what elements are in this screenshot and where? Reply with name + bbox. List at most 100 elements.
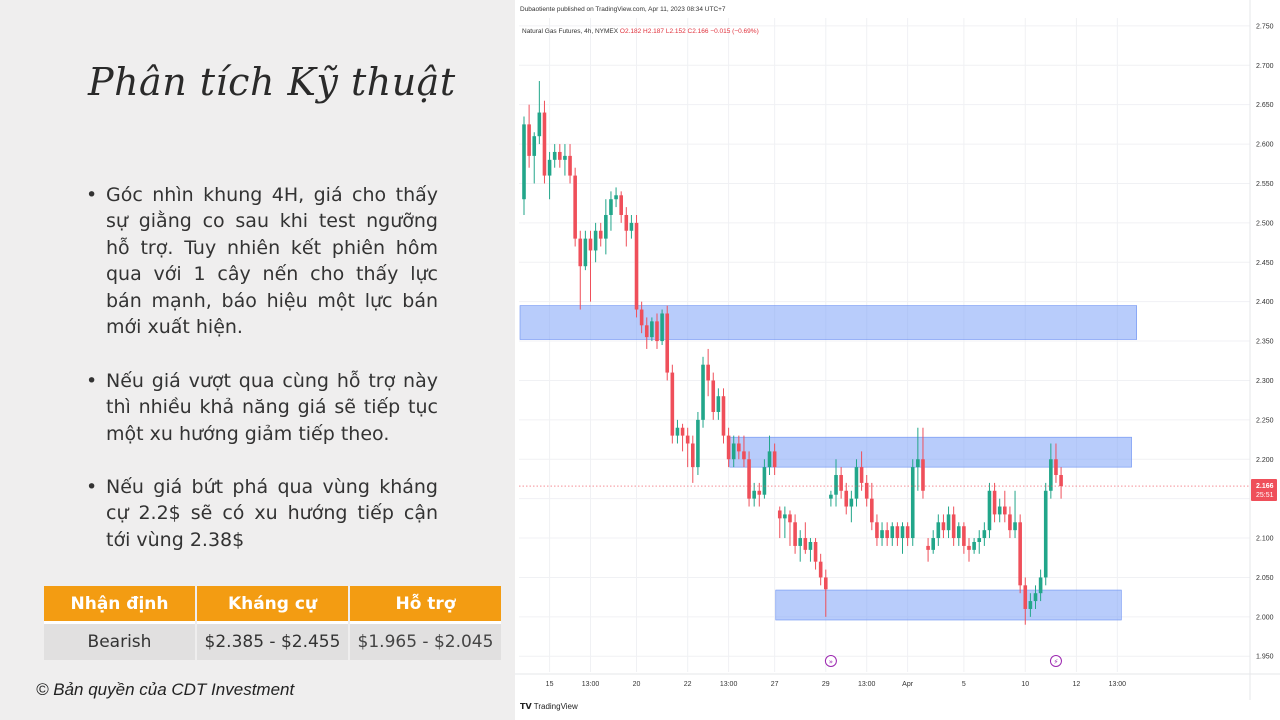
candle-body <box>941 522 946 531</box>
candle-body <box>522 124 526 200</box>
candle-body <box>593 230 598 251</box>
candle-body <box>1033 593 1038 602</box>
candle-body <box>680 427 685 436</box>
candle-body <box>813 541 818 562</box>
candle-body <box>1003 506 1007 515</box>
candle-body <box>573 175 577 239</box>
candle-body <box>757 490 762 495</box>
candle-body <box>788 514 792 523</box>
table-row: Bearish $2.385 - $2.455 $1.965 - $2.045 <box>44 624 501 660</box>
candle-body <box>926 545 930 550</box>
candle-body <box>1038 577 1043 594</box>
candle-body <box>650 321 654 338</box>
candle-body <box>660 313 664 342</box>
candle-body <box>829 494 833 499</box>
candle-body <box>777 510 782 519</box>
candle-body <box>977 538 982 542</box>
candle-body <box>946 514 951 531</box>
candle-body <box>905 526 910 539</box>
tradingview-chart[interactable]: 2.750 2.700 2.650 2.600 2.550 2.500 2.450 2.400… <box>515 0 1280 720</box>
countdown-label: 25:51 <box>1256 492 1274 499</box>
candle-body <box>767 451 772 468</box>
candle-body <box>716 396 721 412</box>
candle-body <box>793 522 797 546</box>
zone-support <box>775 589 1122 621</box>
price-tick-label: 2.700 <box>1256 63 1274 70</box>
candle-body <box>563 155 567 160</box>
candle-body <box>859 467 864 483</box>
header-resistance: Kháng cự <box>197 586 348 624</box>
candle-body <box>598 230 603 239</box>
candle-body <box>987 490 992 531</box>
header-support: Hỗ trợ <box>350 586 501 624</box>
time-tick-label: 10 <box>1021 681 1029 688</box>
bullet-3: Nếu giá bứt phá qua vùng kháng cự 2.2$ s… <box>86 474 438 553</box>
slide-title: Phân tích Kỹ thuật <box>88 60 456 104</box>
candle-body <box>1049 459 1053 491</box>
time-tick-label: 20 <box>633 681 641 688</box>
price-tick-label: 2.500 <box>1256 220 1274 227</box>
price-tick-label: 1.950 <box>1256 654 1274 661</box>
time-tick-label: 13:00 <box>582 681 600 688</box>
candle-body <box>1023 585 1028 609</box>
candle-body <box>690 443 695 468</box>
candle-body <box>1028 601 1033 609</box>
candle-body <box>956 526 961 539</box>
candle-body <box>1008 514 1012 531</box>
price-tick-label: 2.600 <box>1256 142 1274 149</box>
candle-body <box>910 467 915 539</box>
candlestick-chart[interactable]: 2.750 2.700 2.650 2.600 2.550 2.500 2.450 2.400… <box>515 0 1280 720</box>
price-tick-label: 2.750 <box>1256 23 1274 30</box>
candle-body <box>962 526 966 546</box>
time-tick-label: Apr <box>902 681 914 688</box>
candle-body <box>670 372 675 436</box>
last-price-label: 2.166 <box>1256 483 1274 490</box>
candle-body <box>870 498 874 523</box>
price-tick-label: 2.450 <box>1256 260 1274 267</box>
candle-body <box>532 136 537 156</box>
candle-body <box>951 514 956 539</box>
candle-body <box>634 222 639 310</box>
candle-body <box>588 238 593 251</box>
candle-body <box>783 514 787 519</box>
candle-body <box>726 435 731 460</box>
candle-body <box>864 482 869 499</box>
candle-body <box>997 506 1002 515</box>
copyright-text: © Bản quyền của CDT Investment <box>36 680 295 699</box>
slide-panel: Phân tích Kỹ thuật Góc nhìn khung 4H, gi… <box>0 0 515 720</box>
price-tick-label: 2.100 <box>1256 536 1274 543</box>
candle-body <box>542 112 547 176</box>
summary-table: Nhận định Kháng cự Hỗ trợ Bearish $2.385… <box>42 586 503 660</box>
candle-body <box>844 490 849 507</box>
candle-body <box>839 475 843 491</box>
candle-body <box>731 443 736 460</box>
candle-body <box>1018 522 1022 586</box>
time-tick-label: 12 <box>1073 681 1081 688</box>
candle-body <box>818 561 823 578</box>
cell-outlook: Bearish <box>44 624 195 660</box>
candle-body <box>762 467 767 495</box>
candle-body <box>701 364 705 420</box>
candle-body <box>655 321 659 342</box>
candle-body <box>880 530 884 539</box>
bullet-text: Góc nhìn khung 4H, giá cho thấy sự giằng… <box>86 182 438 340</box>
candle-body <box>624 214 629 231</box>
candle-body <box>552 151 557 160</box>
candle-body <box>895 526 900 539</box>
candle-body <box>711 380 716 412</box>
time-tick-label: 5 <box>962 681 966 688</box>
candle-body <box>1059 475 1063 487</box>
candle-body <box>696 419 700 468</box>
flash-event-icon <box>1049 655 1062 667</box>
ohlc-open: O2.182 <box>619 28 642 35</box>
time-tick-label: 22 <box>684 681 692 688</box>
candle-body <box>982 530 987 539</box>
tradingview-logo[interactable]: 𝗧𝗩 TradingView <box>520 702 578 711</box>
candle-body <box>537 112 542 137</box>
candle-body <box>854 467 859 499</box>
price-tick-label: 2.350 <box>1256 339 1274 346</box>
candle-body <box>578 238 583 267</box>
candle-body <box>936 522 941 539</box>
ohlc-high: H2.187 <box>643 28 665 35</box>
zone-resistance <box>519 305 1137 340</box>
